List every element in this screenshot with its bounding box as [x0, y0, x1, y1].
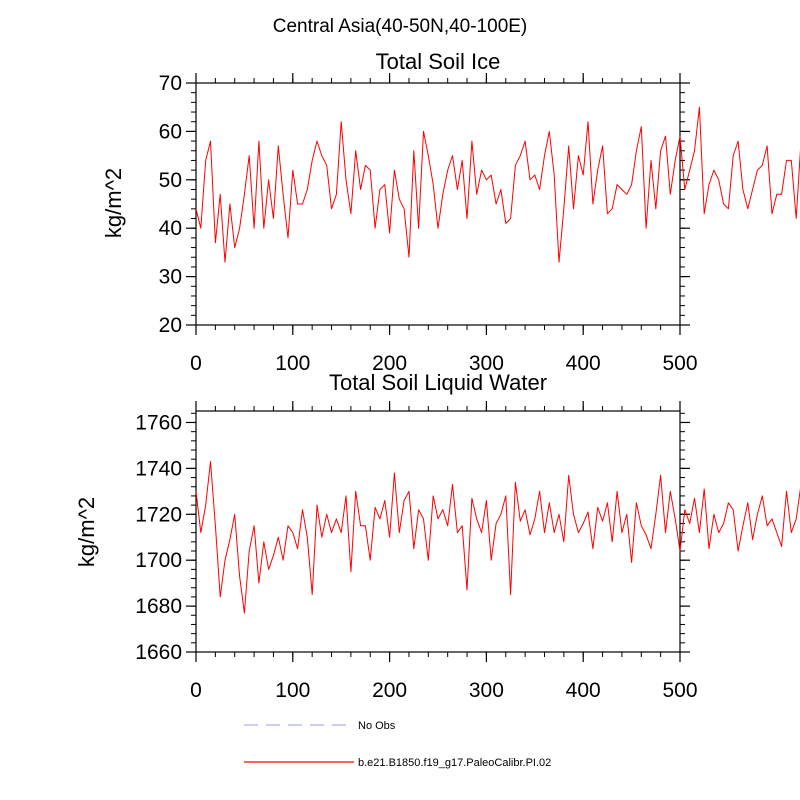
axes-ice: 20 30 40 50 60 70 0 100 200 300 400 500 — [159, 72, 698, 375]
x-tick-label: 500 — [662, 679, 697, 702]
x-tick-label: 0 — [190, 352, 202, 375]
x-tick-label: 100 — [275, 352, 310, 375]
series-line — [195, 461, 800, 614]
y-tick-label: 1740 — [135, 457, 182, 480]
legend-label-run: b.e21.B1850.f19_g17.PaleoCalibr.PI.02 — [358, 757, 551, 769]
y-tick-label: 40 — [159, 217, 182, 240]
y-tick-label: 60 — [159, 120, 182, 143]
x-tick-label: 100 — [275, 679, 310, 702]
x-tick-label: 200 — [372, 679, 407, 702]
y-tick-label: 1680 — [135, 595, 182, 618]
x-tick-label: 0 — [190, 679, 202, 702]
y-tick-label: 1660 — [135, 641, 182, 664]
y-tick-label: 1700 — [135, 549, 182, 572]
axes-liquid: 1660 1680 1700 1720 1740 1760 0 100 200 300 400 500 — [135, 401, 698, 702]
x-tick-label: 500 — [662, 352, 697, 375]
x-tick-label: 300 — [469, 679, 504, 702]
x-tick-label: 300 — [469, 352, 504, 375]
x-tick-label: 200 — [372, 352, 407, 375]
y-tick-label: 70 — [159, 72, 182, 95]
y-tick-label: 50 — [159, 169, 182, 192]
panel-total-soil-liquid-water: Total Soil Liquid Water kg/m^2 166016801… — [74, 370, 800, 702]
panel-title-ice: Total Soil Ice — [376, 49, 501, 74]
plot-frame — [195, 410, 681, 653]
figure-title: Central Asia(40-50N,40-100E) — [273, 16, 528, 37]
y-tick-label: 20 — [159, 314, 182, 337]
legend: No Obs b.e21.B1850.f19_g17.PaleoCalibr.P… — [244, 720, 551, 769]
y-tick-label: 30 — [159, 266, 182, 289]
plot-frame — [195, 82, 681, 326]
y-tick-label: 1720 — [135, 503, 182, 526]
y-tick-label: 1760 — [135, 411, 182, 434]
data-lines-liquid — [195, 461, 800, 614]
series-line — [195, 106, 800, 263]
x-tick-label: 400 — [566, 679, 601, 702]
y-axis-label-liquid: kg/m^2 — [74, 497, 99, 567]
x-tick-label: 400 — [566, 352, 601, 375]
y-axis-label-ice: kg/m^2 — [101, 168, 126, 238]
panel-title-liquid: Total Soil Liquid Water — [329, 370, 547, 395]
legend-label-no-obs: No Obs — [358, 720, 396, 732]
data-lines-ice — [195, 106, 800, 263]
